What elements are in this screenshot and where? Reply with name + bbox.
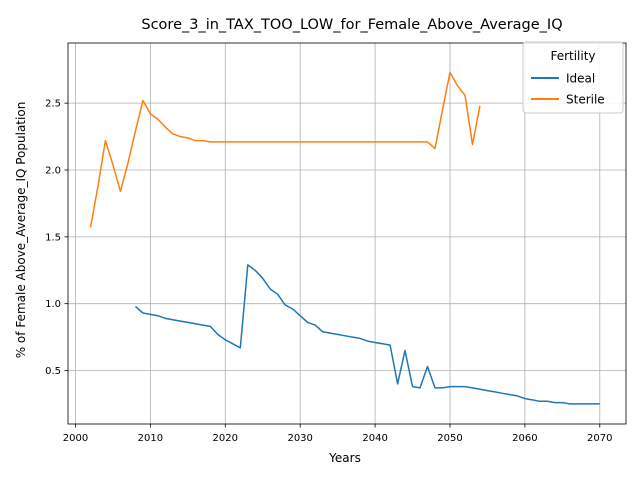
y-axis-label: % of Female Above_Average_IQ Population (14, 102, 28, 359)
x-tick-label: 2030 (287, 433, 312, 444)
x-axis-label: Years (328, 451, 361, 465)
x-tick-label: 2020 (213, 433, 238, 444)
chart-title: Score_3_in_TAX_TOO_LOW_for_Female_Above_… (141, 17, 562, 33)
x-tick-label: 2060 (512, 433, 537, 444)
x-tick-label: 2010 (138, 433, 163, 444)
y-tick-label: 0.5 (45, 366, 61, 377)
y-tick-label: 2.5 (45, 99, 61, 110)
x-tick-label: 2070 (587, 433, 612, 444)
x-tick-label: 2000 (63, 433, 88, 444)
legend: Fertility Ideal Sterile (523, 42, 623, 113)
y-tick-label: 2.0 (45, 166, 61, 177)
y-tick-label: 1.0 (45, 299, 61, 310)
legend-label-sterile: Sterile (566, 93, 605, 107)
legend-title: Fertility (550, 49, 595, 63)
x-tick-label: 2040 (362, 433, 387, 444)
legend-label-ideal: Ideal (566, 72, 595, 86)
x-tick-label: 2050 (437, 433, 462, 444)
y-tick-label: 1.5 (45, 232, 61, 243)
